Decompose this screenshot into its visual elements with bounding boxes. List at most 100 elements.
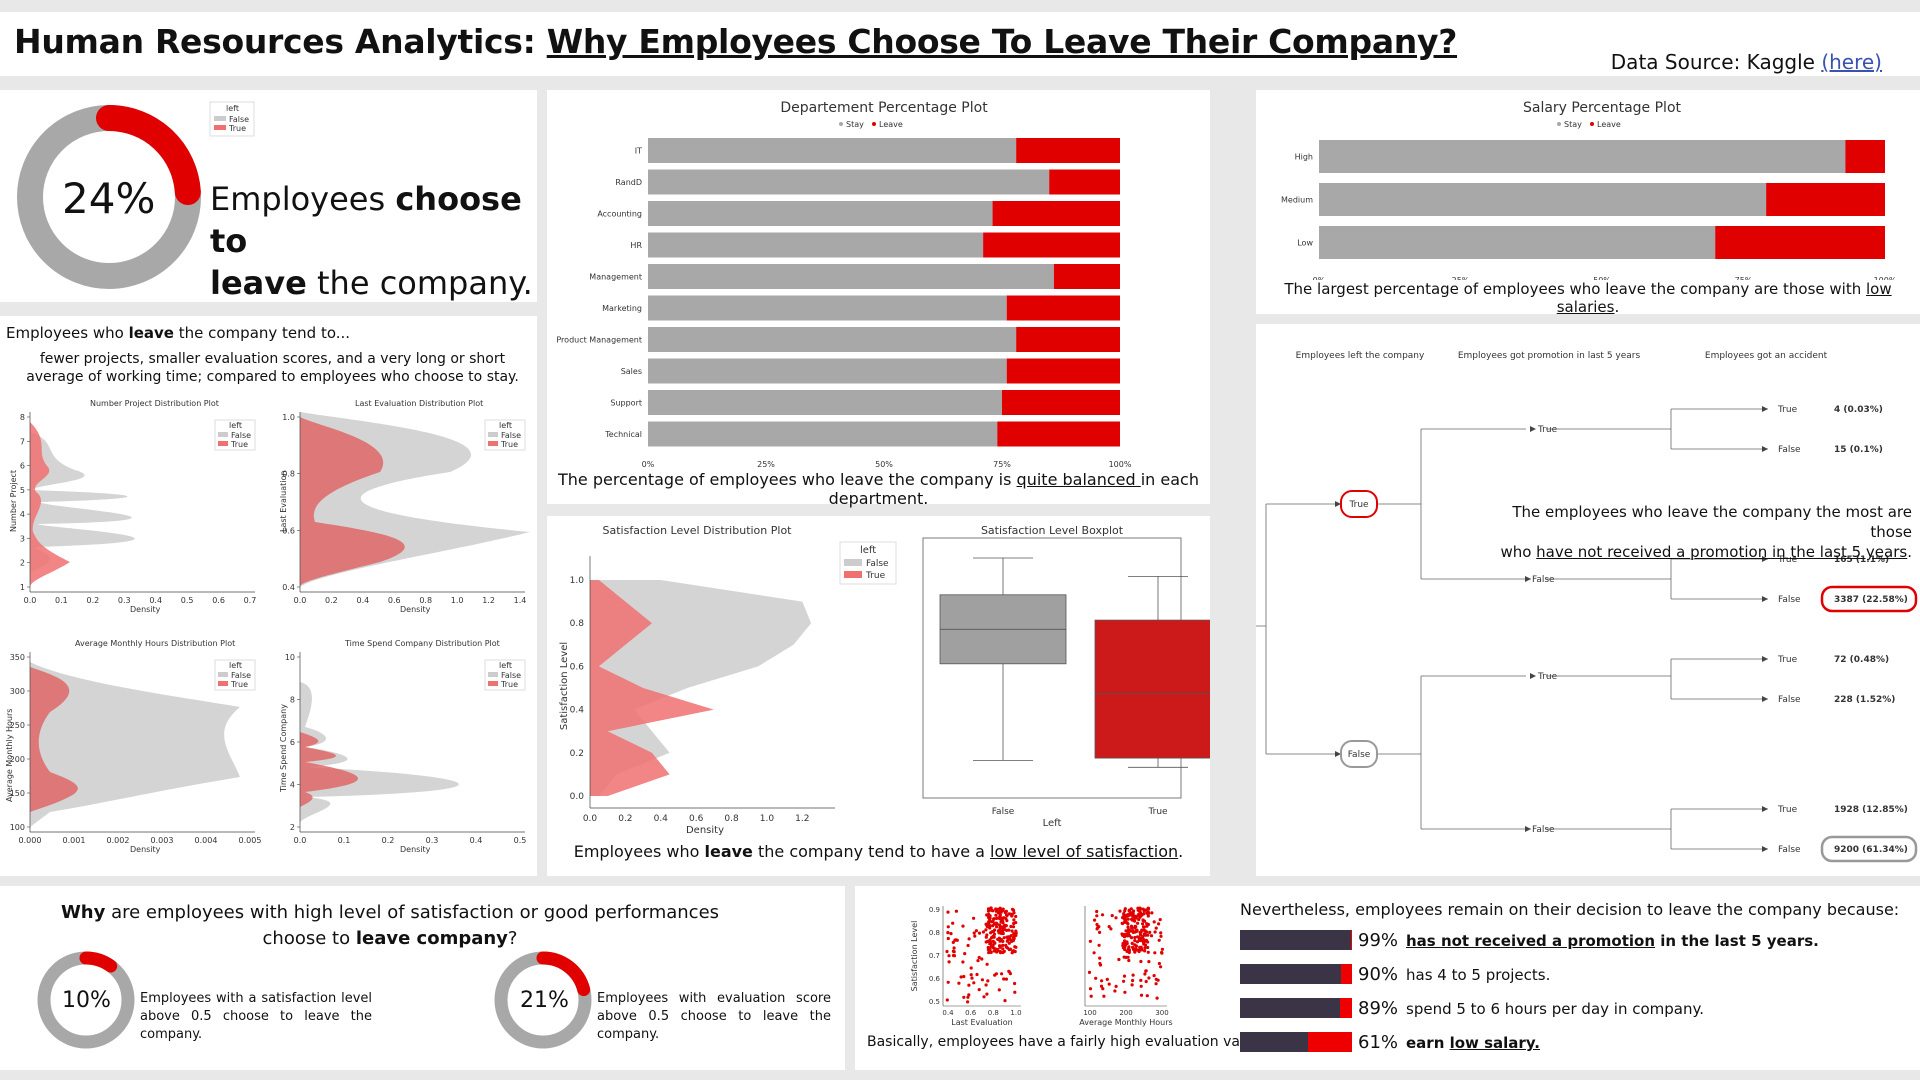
svg-text:True: True xyxy=(1537,425,1558,435)
scatter-point xyxy=(1139,984,1143,988)
scatter-point xyxy=(989,944,993,949)
scatter-point xyxy=(1147,907,1151,911)
scatter-point xyxy=(1131,909,1136,913)
scatter-point xyxy=(1120,932,1124,936)
scatter-point xyxy=(995,925,999,929)
scatter-point xyxy=(1001,939,1005,943)
bar-leave xyxy=(1016,327,1120,352)
tree-root-true: True xyxy=(1348,500,1369,510)
scatter-point xyxy=(1010,929,1014,933)
svg-text:False: False xyxy=(1778,845,1801,855)
y-tick: 4 xyxy=(20,510,25,519)
time-spend-plot: Time Spend Company Distribution Plot 2 4 6… xyxy=(279,639,526,854)
scatter-point xyxy=(998,951,1003,955)
x-tick: 0.5 xyxy=(181,596,194,605)
scatter-point xyxy=(1118,909,1122,913)
scatter-point xyxy=(1141,935,1145,939)
svg-text:False: False xyxy=(1778,595,1801,605)
leaf-value: 4 (0.03%) xyxy=(1834,405,1883,415)
bar-stay xyxy=(1319,140,1846,173)
scatter-point xyxy=(945,998,949,1002)
scatter-point xyxy=(1000,931,1004,936)
x-tick: 0.2 xyxy=(382,836,395,845)
svg-text:False: False xyxy=(1532,825,1555,835)
scatter-point xyxy=(1133,935,1137,940)
scatter-point xyxy=(994,913,998,917)
y-label: Satisfaction Level xyxy=(910,921,919,992)
x-tick: 0.6 xyxy=(965,1009,977,1017)
source-link[interactable]: (here) xyxy=(1821,50,1882,74)
reason-bar xyxy=(1240,930,1352,950)
reason-row: 90% has 4 to 5 projects. xyxy=(1240,964,1920,986)
svg-text:True: True xyxy=(230,680,248,689)
bar-stay xyxy=(648,201,993,226)
scatter-point xyxy=(1131,930,1135,934)
scatter-point xyxy=(992,917,996,921)
scatter-point xyxy=(1014,929,1018,933)
scatter-point xyxy=(1098,930,1102,934)
donut1-label: 10% xyxy=(62,988,111,1013)
x-label: Last Evaluation xyxy=(951,1018,1012,1027)
bar-leave xyxy=(1845,140,1885,173)
legend-title: left xyxy=(226,104,239,113)
scatter-point xyxy=(1124,955,1128,959)
x-tick: 0.4 xyxy=(149,596,162,605)
legend-item: False xyxy=(866,559,889,569)
scatter-point xyxy=(1004,943,1008,947)
scatter-point xyxy=(1003,910,1007,915)
p2-ylabel: Last Evaluation xyxy=(279,471,288,532)
kpi-legend: left False True xyxy=(209,101,255,137)
scatter-point xyxy=(984,935,988,939)
why-donuts xyxy=(37,951,592,1049)
scatter-point xyxy=(1094,976,1098,980)
scatter-point xyxy=(989,931,993,935)
scatter-point xyxy=(1152,920,1156,924)
scatter-point xyxy=(980,957,984,961)
svg-text:True: True xyxy=(500,680,518,689)
bar-leave xyxy=(1006,295,1120,321)
leaf-value: 15 (0.1%) xyxy=(1834,445,1883,455)
satisfaction-charts: Satisfaction Level Distribution Plot 0.0 0… xyxy=(559,524,1222,836)
scatter-point xyxy=(1088,987,1093,991)
scatter-point xyxy=(988,948,992,952)
scatter-point xyxy=(1011,936,1015,940)
bar-stay xyxy=(648,421,998,447)
scatter-point xyxy=(959,975,963,979)
scatter-point xyxy=(988,914,992,918)
x-tick: 0.4 xyxy=(654,814,669,824)
scatter-point xyxy=(969,973,973,977)
y-tick: 2 xyxy=(290,823,295,832)
scatter-point xyxy=(1146,914,1150,918)
scatter-point xyxy=(1011,908,1016,912)
scatter-point xyxy=(947,954,951,958)
scatter-point xyxy=(1143,943,1148,947)
chart-title: Salary Percentage Plot xyxy=(1523,100,1682,116)
scatter-point xyxy=(1129,907,1133,911)
scatter-point xyxy=(1122,979,1126,983)
area-true xyxy=(590,580,714,796)
y-tick: 0.8 xyxy=(929,929,940,937)
scatter-point xyxy=(1124,914,1128,918)
scatter-point xyxy=(1122,942,1127,946)
scatter-point xyxy=(1125,932,1129,936)
scatter-point xyxy=(952,946,956,950)
scatter-point xyxy=(1142,940,1146,945)
scatter-point xyxy=(972,916,976,920)
scatter-point xyxy=(1002,936,1006,940)
scatter-point xyxy=(994,921,998,925)
bar-stay xyxy=(648,390,1002,415)
bar-leave xyxy=(997,421,1120,447)
scatter-point xyxy=(961,924,965,928)
y-tick: 0.8 xyxy=(570,619,585,629)
scatter-point xyxy=(1007,928,1011,932)
reason-row: 89% spend 5 to 6 hours per day in company… xyxy=(1240,998,1920,1020)
scatter-point xyxy=(962,995,966,999)
chart-legend: Stay Leave xyxy=(839,120,903,129)
p1-xlabel: Density xyxy=(130,605,161,614)
x-tick: 1.2 xyxy=(482,596,495,605)
leaf-value: 1928 (12.85%) xyxy=(1834,805,1908,815)
p1-ylabel: Number Project xyxy=(9,470,18,532)
reason-percent: 89% xyxy=(1358,998,1399,1019)
scatter-point xyxy=(998,927,1002,931)
category-label: Medium xyxy=(1281,196,1313,205)
